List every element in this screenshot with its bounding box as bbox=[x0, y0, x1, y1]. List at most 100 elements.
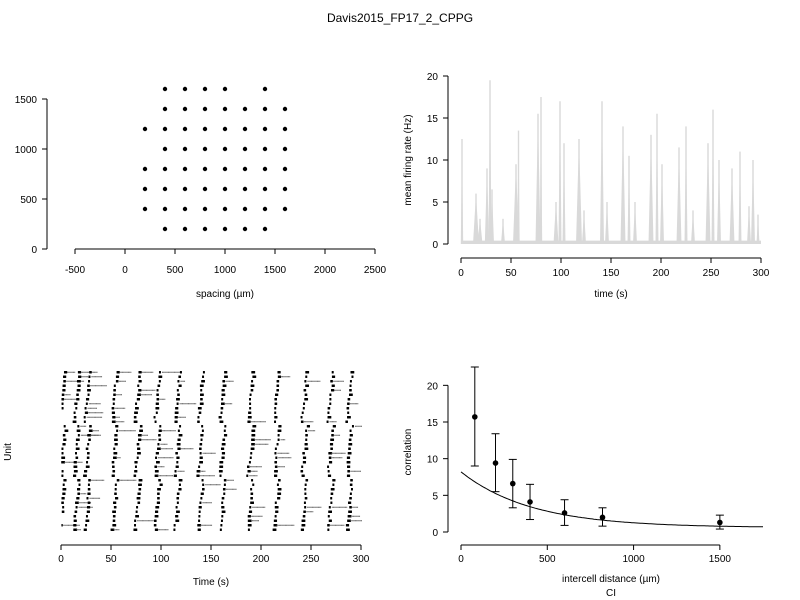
spike bbox=[85, 493, 87, 495]
spike bbox=[93, 376, 95, 378]
spike bbox=[359, 470, 361, 472]
spike bbox=[157, 452, 159, 455]
spike bbox=[200, 475, 202, 477]
spike bbox=[348, 398, 351, 401]
spike bbox=[157, 393, 159, 396]
spike bbox=[184, 380, 186, 382]
spike bbox=[338, 452, 340, 454]
spike bbox=[134, 474, 137, 477]
spike bbox=[251, 497, 253, 500]
spike bbox=[87, 407, 89, 409]
spike bbox=[88, 407, 90, 409]
spike bbox=[334, 434, 336, 436]
spike bbox=[357, 520, 359, 522]
spike bbox=[76, 456, 79, 459]
correlation-point bbox=[561, 510, 568, 516]
spike bbox=[142, 394, 144, 396]
spike bbox=[93, 479, 95, 481]
spike bbox=[115, 416, 117, 418]
spike bbox=[72, 398, 74, 400]
layout-axes: -500 0 500 1000 1500 2000 2500 0 500 1000 1500 bbox=[15, 95, 387, 276]
spike bbox=[160, 529, 162, 531]
electrode-point bbox=[282, 166, 288, 172]
spike bbox=[338, 524, 340, 526]
spike bbox=[118, 380, 120, 382]
spike bbox=[351, 403, 353, 405]
spike bbox=[263, 439, 265, 441]
spike bbox=[79, 389, 81, 392]
spike bbox=[145, 520, 147, 522]
spike bbox=[283, 376, 285, 378]
electrode-point bbox=[222, 86, 228, 92]
correlation-point bbox=[509, 480, 516, 487]
spike bbox=[121, 371, 123, 373]
spike bbox=[349, 461, 351, 464]
spike bbox=[92, 403, 94, 405]
spike bbox=[114, 524, 117, 527]
spike bbox=[90, 425, 92, 428]
spike bbox=[145, 439, 147, 441]
spike bbox=[355, 470, 357, 472]
spike bbox=[62, 393, 65, 396]
spike bbox=[211, 484, 213, 486]
spike bbox=[259, 506, 261, 508]
spike bbox=[65, 461, 67, 463]
spike bbox=[279, 375, 282, 378]
electrode-point bbox=[242, 146, 248, 152]
spike bbox=[335, 389, 337, 391]
spike bbox=[118, 421, 120, 423]
x-tick-label: 250 bbox=[303, 554, 320, 565]
spike bbox=[231, 488, 233, 490]
spike bbox=[125, 371, 127, 373]
spike bbox=[159, 457, 161, 459]
spike bbox=[164, 398, 166, 400]
spike bbox=[82, 371, 84, 373]
spike bbox=[92, 407, 94, 409]
electrode-point bbox=[222, 146, 228, 152]
spike bbox=[258, 421, 260, 423]
spike bbox=[316, 380, 318, 382]
spike bbox=[92, 479, 94, 481]
spike bbox=[221, 519, 223, 522]
spike bbox=[311, 506, 313, 508]
spike bbox=[248, 528, 250, 531]
spike bbox=[159, 488, 161, 491]
spike bbox=[348, 528, 350, 531]
correlation-x-label: intercell distance (µm) bbox=[562, 574, 660, 585]
spike bbox=[173, 430, 175, 432]
x-tick-label: 100 bbox=[153, 554, 170, 565]
spike bbox=[141, 520, 143, 522]
electrode-point bbox=[182, 166, 188, 172]
spike bbox=[85, 470, 88, 473]
spike bbox=[176, 452, 178, 455]
spike bbox=[122, 421, 124, 423]
spike bbox=[251, 475, 253, 477]
electrode-point bbox=[142, 126, 148, 132]
electrode-point bbox=[182, 206, 188, 212]
spike bbox=[314, 380, 316, 382]
spike bbox=[339, 434, 341, 436]
spike bbox=[84, 416, 86, 419]
spike bbox=[210, 502, 212, 504]
spike bbox=[200, 447, 202, 450]
spike bbox=[350, 438, 352, 441]
spike bbox=[66, 371, 68, 373]
spike bbox=[127, 371, 129, 373]
spike bbox=[165, 371, 167, 373]
spike bbox=[88, 501, 91, 504]
spike bbox=[211, 475, 213, 477]
spike bbox=[350, 520, 352, 522]
spike bbox=[139, 520, 141, 522]
spike bbox=[202, 393, 204, 396]
spike bbox=[201, 438, 203, 441]
spike bbox=[82, 425, 84, 427]
electrode-point bbox=[142, 166, 148, 172]
spike bbox=[195, 403, 197, 405]
spike bbox=[154, 416, 156, 419]
spike bbox=[81, 502, 83, 504]
spike bbox=[360, 425, 362, 427]
spike bbox=[258, 439, 260, 441]
spike bbox=[78, 497, 80, 500]
spike bbox=[89, 479, 91, 482]
spike bbox=[165, 529, 167, 531]
